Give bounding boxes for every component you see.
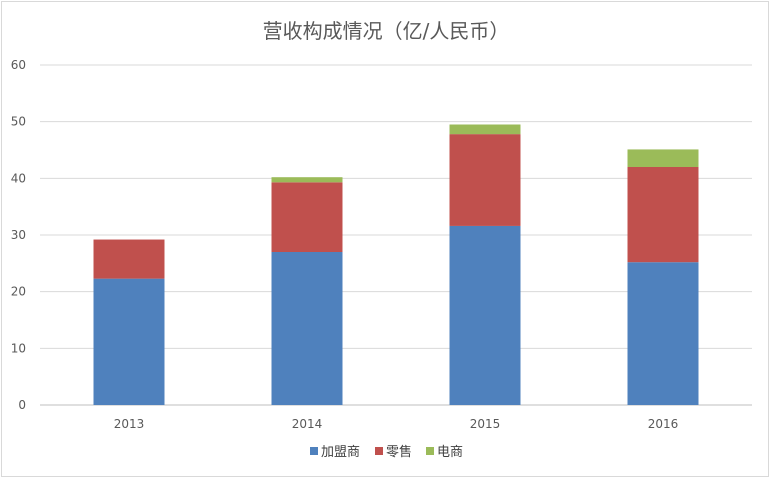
bar-segment xyxy=(449,225,521,405)
bar-segment xyxy=(271,252,343,405)
bar-segment xyxy=(449,124,521,135)
legend-label: 零售 xyxy=(386,444,412,460)
chart-title: 营收构成情况（亿/人民币） xyxy=(263,19,510,43)
legend-label: 加盟商 xyxy=(321,445,360,460)
y-tick-label: 10 xyxy=(11,341,26,355)
x-axis-ticks: 2013 2014 2015 2016 xyxy=(114,417,679,431)
y-tick-label: 60 xyxy=(11,58,26,72)
bar-segment xyxy=(627,149,699,167)
y-tick-label: 50 xyxy=(11,115,26,129)
y-tick-label: 30 xyxy=(11,228,26,242)
bar-segment xyxy=(449,134,521,226)
y-axis-ticks: 0 10 20 30 40 50 60 xyxy=(11,58,26,412)
bar-segment xyxy=(93,278,165,405)
x-tick-label: 2016 xyxy=(648,417,679,431)
legend-swatch xyxy=(310,447,318,455)
bars xyxy=(93,124,699,405)
x-tick-label: 2015 xyxy=(470,417,501,431)
legend-label: 电商 xyxy=(437,445,463,460)
bar-segment xyxy=(271,177,343,183)
y-tick-label: 20 xyxy=(11,285,26,299)
y-tick-label: 0 xyxy=(18,398,26,412)
y-tick-label: 40 xyxy=(11,171,26,185)
bar-segment xyxy=(627,262,699,405)
legend: 加盟商 零售 电商 xyxy=(310,444,463,460)
legend-swatch xyxy=(426,447,434,455)
bar-segment xyxy=(271,182,343,252)
legend-swatch xyxy=(375,447,383,455)
bar-segment xyxy=(93,239,165,279)
x-tick-label: 2014 xyxy=(292,417,323,431)
bar-segment xyxy=(627,167,699,263)
x-tick-label: 2013 xyxy=(114,417,145,431)
